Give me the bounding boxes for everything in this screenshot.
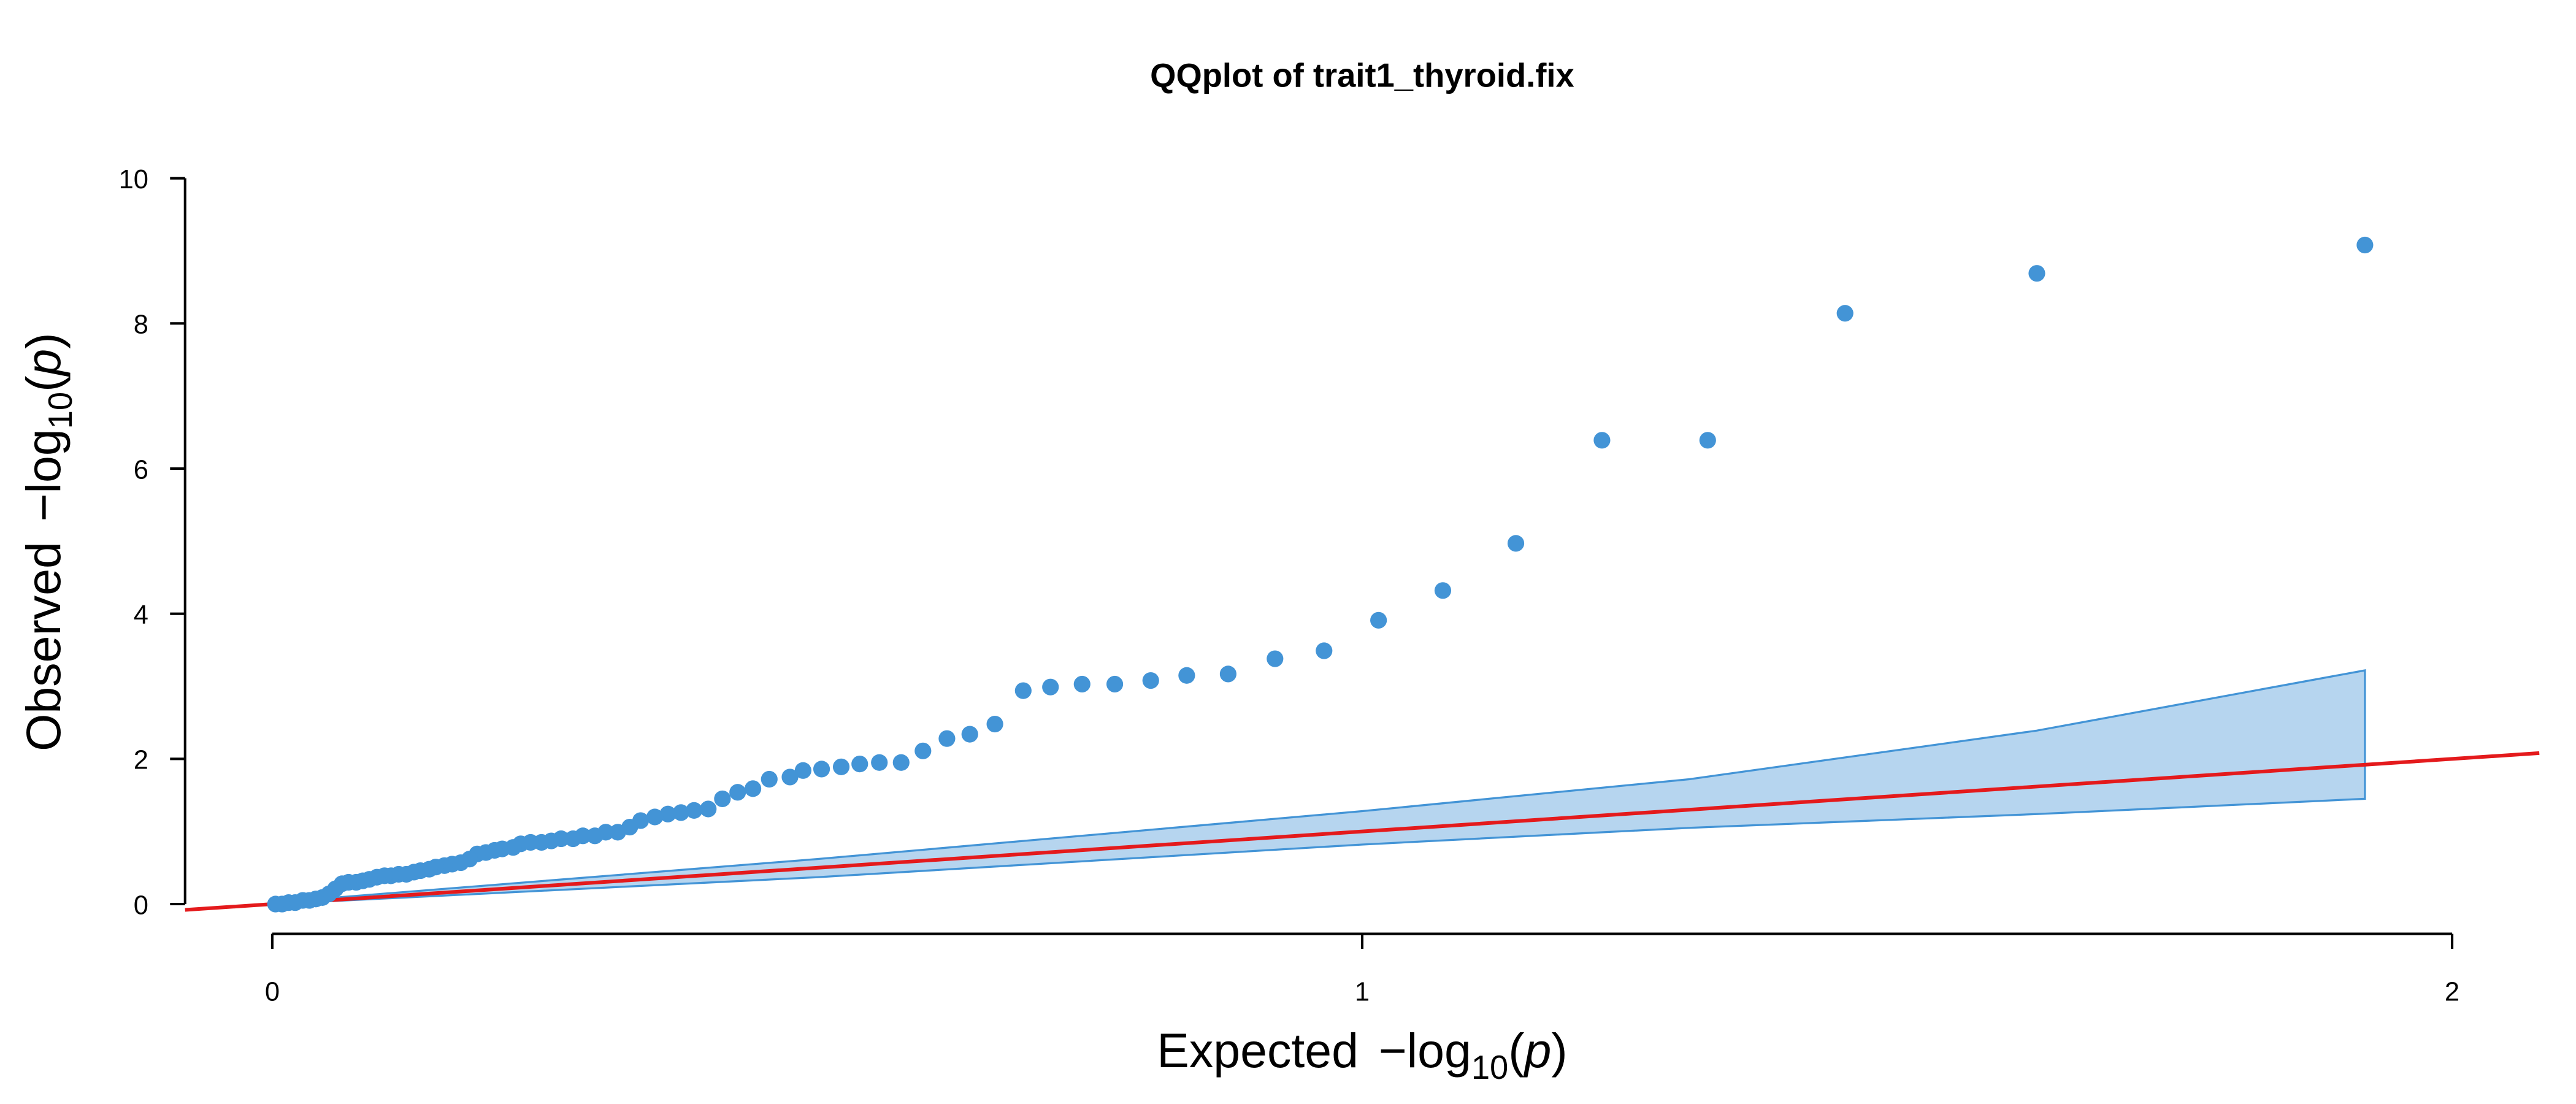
chart-title: QQplot of trait1_thyroid.fix	[1150, 57, 1574, 94]
point	[914, 742, 932, 759]
y-label-sub: 10	[42, 392, 79, 429]
y-tick-label: 2	[134, 746, 148, 775]
confidence-band	[271, 669, 2366, 905]
y-label-func: −log	[17, 429, 71, 521]
point	[686, 802, 703, 819]
point	[1142, 672, 1159, 689]
y-label-paren: (	[17, 376, 71, 392]
reference-line	[185, 751, 2540, 912]
x-label-sub: 10	[1471, 1049, 1508, 1086]
x-tick-label: 2	[2445, 977, 2459, 1006]
point	[761, 770, 778, 788]
point	[781, 769, 799, 786]
y-tick-label: 8	[134, 310, 148, 340]
y-axis-label: Observed −log10(p)	[17, 332, 79, 751]
point	[938, 730, 956, 747]
x-label-paren: )	[1551, 1024, 1567, 1078]
point	[1178, 667, 1195, 684]
x-tick-label: 0	[265, 977, 280, 1006]
x-label-var: p	[1524, 1024, 1552, 1078]
point	[1434, 582, 1452, 599]
point	[659, 805, 677, 822]
y-tick-label: 4	[134, 600, 148, 630]
point	[794, 762, 811, 779]
point	[2028, 265, 2045, 282]
x-label-paren: (	[1508, 1024, 1524, 1078]
point	[609, 824, 626, 841]
point	[745, 780, 762, 797]
point	[851, 756, 868, 773]
point	[1073, 675, 1091, 693]
point	[1014, 682, 1032, 699]
point	[267, 895, 284, 913]
point	[986, 715, 1003, 733]
point	[832, 758, 850, 775]
point	[1836, 305, 1853, 322]
point	[729, 784, 746, 801]
point	[1507, 535, 1525, 552]
point	[1593, 432, 1611, 449]
y-tick-label: 10	[119, 165, 148, 194]
point	[1267, 650, 1284, 667]
point	[700, 800, 717, 818]
x-tick-label: 1	[1355, 977, 1370, 1006]
point	[892, 754, 910, 771]
y-label-text: Observed	[17, 542, 71, 751]
point	[646, 808, 664, 826]
x-label-text: Expected	[1157, 1024, 1359, 1078]
point	[1219, 665, 1236, 683]
point	[2356, 236, 2374, 254]
y-label-var: p	[17, 349, 71, 377]
y-label-paren: )	[17, 332, 71, 348]
point	[961, 726, 978, 743]
point	[1106, 675, 1124, 693]
point	[1042, 678, 1059, 696]
point	[813, 761, 830, 778]
point	[672, 804, 689, 821]
point	[1370, 611, 1387, 629]
point	[1316, 642, 1333, 659]
point	[586, 827, 604, 845]
x-axis-label: Expected −log10(p)	[1157, 1024, 1567, 1086]
y-tick-label: 0	[134, 891, 148, 920]
x-label-func: −log	[1379, 1024, 1471, 1078]
point	[871, 754, 888, 771]
point	[564, 830, 581, 848]
point	[714, 790, 731, 808]
point	[1699, 432, 1716, 449]
y-tick-label: 6	[134, 455, 148, 485]
